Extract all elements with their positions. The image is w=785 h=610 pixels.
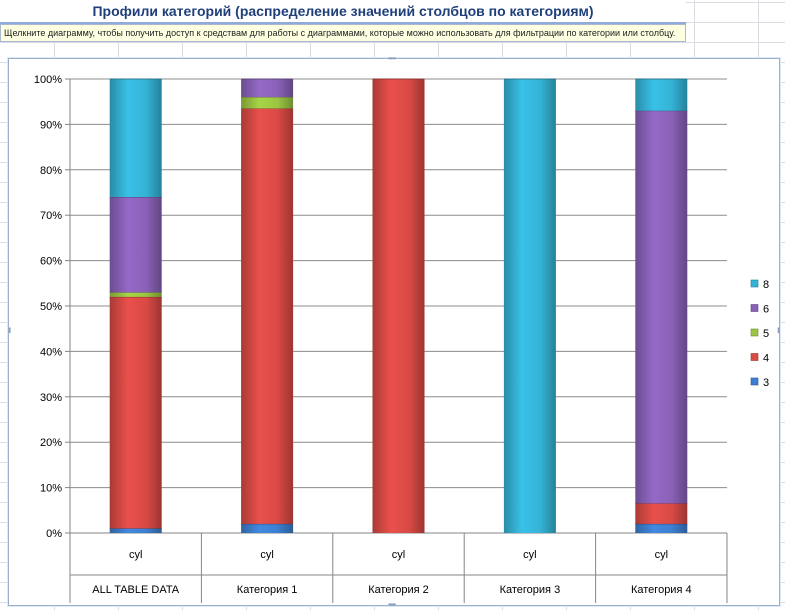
legend-label: 6 <box>763 304 769 316</box>
legend-swatch <box>750 377 759 386</box>
y-tick-label: 30% <box>40 392 62 404</box>
bar-segment[interactable] <box>109 197 162 293</box>
resize-handle-left[interactable]: ••• <box>5 327 14 333</box>
legend-swatch <box>750 353 759 361</box>
y-tick-label: 60% <box>40 256 62 268</box>
legend-swatch <box>750 304 759 312</box>
bar-segment[interactable] <box>635 523 688 533</box>
x-inner-label: cyl <box>129 549 142 561</box>
x-category-label: Категория 2 <box>368 584 429 596</box>
bar-segment[interactable] <box>109 528 162 533</box>
x-category-label: ALL TABLE DATA <box>92 584 179 596</box>
legend-label: 8 <box>763 279 769 291</box>
y-tick-label: 100% <box>34 74 62 86</box>
chart-hint-note: Щелкните диаграмму, чтобы получить досту… <box>0 24 686 42</box>
bar-segment[interactable] <box>241 523 294 533</box>
x-inner-label: cyl <box>260 549 273 561</box>
y-tick-label: 90% <box>40 119 62 131</box>
x-category-label: Категория 3 <box>500 584 561 596</box>
x-inner-label: cyl <box>392 549 405 561</box>
resize-handle-right[interactable]: ••• <box>774 327 783 333</box>
legend-swatch <box>750 279 759 288</box>
report-title[interactable]: Профили категорий (распределение значени… <box>0 0 686 24</box>
x-category-label: Категория 4 <box>631 584 692 596</box>
bar-segment[interactable] <box>109 79 162 198</box>
bar-segment[interactable] <box>109 292 162 297</box>
bar-segment[interactable] <box>241 79 294 98</box>
y-tick-label: 10% <box>40 483 62 495</box>
bar-segment[interactable] <box>109 296 162 529</box>
bar-segment[interactable] <box>241 97 294 109</box>
x-inner-label: cyl <box>523 549 536 561</box>
bar-segment[interactable] <box>241 108 294 524</box>
legend-label: 3 <box>763 377 769 389</box>
bar-segment[interactable] <box>372 79 425 533</box>
legend-label: 4 <box>763 353 769 365</box>
chart-area[interactable]: •••• •••• ••• ••• 0% 10% 20% 30% 40% 50% 60% 70… <box>5 54 783 609</box>
resize-handle-bottom[interactable]: •••• <box>388 600 396 609</box>
legend-label: 5 <box>763 328 769 340</box>
bar-segment[interactable] <box>503 79 556 533</box>
bar-segment[interactable] <box>635 503 688 524</box>
stacked-percent-bar-chart[interactable]: 0% 10% 20% 30% 40% 50% 60% 70% 80% 90% 100% cyl ALL … <box>9 59 779 605</box>
x-category-label: Категория 1 <box>237 584 298 596</box>
y-tick-label: 80% <box>40 165 62 177</box>
y-tick-label: 0% <box>46 528 62 540</box>
y-tick-label: 70% <box>40 210 62 222</box>
bar-segment[interactable] <box>635 110 688 504</box>
y-tick-label: 50% <box>40 301 62 313</box>
y-tick-label: 20% <box>40 437 62 449</box>
legend-swatch <box>750 328 759 337</box>
y-tick-label: 40% <box>40 346 62 358</box>
resize-handle-top[interactable]: •••• <box>388 54 396 63</box>
x-inner-label: cyl <box>655 549 668 561</box>
bar-segment[interactable] <box>635 79 688 111</box>
